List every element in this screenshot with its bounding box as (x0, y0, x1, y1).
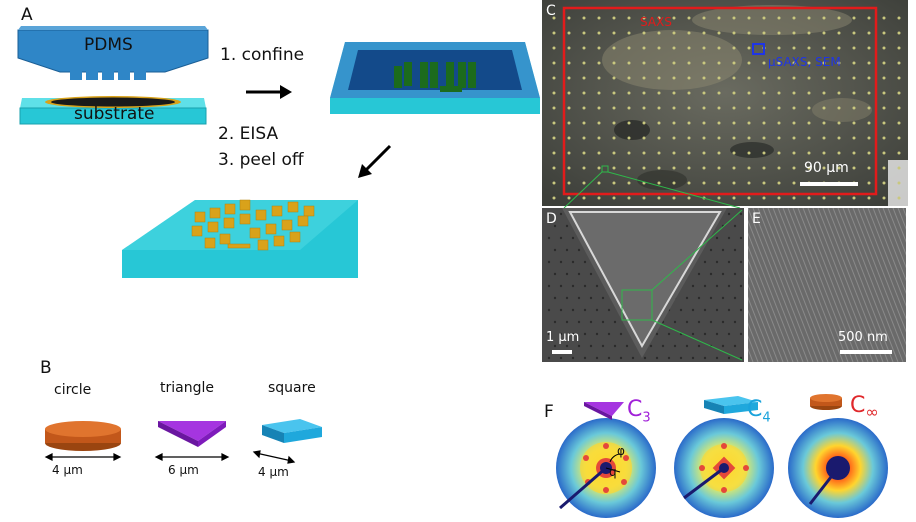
confine-arrow (246, 85, 292, 99)
panel-e-micrograph (748, 208, 906, 362)
panel-d-label: D (546, 211, 557, 227)
step-confine: 1. confine (220, 45, 305, 65)
panel-f-patterns (556, 394, 888, 518)
gold-pillars (191, 199, 315, 251)
square-dimension: 4 μm (258, 465, 289, 479)
symmetry-label-cinf: C∞ (850, 393, 879, 422)
scalebar-e (840, 350, 892, 354)
final-substrate (122, 200, 358, 278)
saxs-pattern-c4 (674, 418, 774, 518)
panel-c-micrograph (542, 0, 908, 206)
saxs-pattern-cinf (788, 418, 888, 518)
shape-circle-label: circle (54, 382, 92, 398)
scalebar-e-label: 500 nm (838, 330, 888, 345)
shape-triangle-label: triangle (160, 380, 214, 396)
triangle-icon-f (584, 402, 624, 420)
circle-shape (45, 421, 121, 451)
q-label: q (609, 465, 617, 479)
saxs-pattern-c3 (556, 418, 656, 518)
square-icon-f (704, 396, 758, 414)
pdms-label: PDMS (84, 35, 133, 55)
panel-e-texture (748, 208, 906, 362)
panel-c-label: C (546, 3, 556, 19)
panel-b-label: B (40, 358, 52, 378)
pdms-stamp (17, 26, 209, 80)
square-shape (262, 419, 322, 443)
step-eisa: 2. EISA (218, 124, 279, 144)
dimension-arrows (44, 450, 296, 464)
scalebar-d-label: 1 μm (546, 330, 580, 345)
panel-a-diagram (17, 26, 540, 278)
zoom-box-c (601, 165, 609, 173)
circle-dimension: 4 μm (52, 463, 83, 477)
saxs-area-box (562, 6, 878, 196)
circle-icon-f (810, 394, 842, 410)
symmetry-label-c4: C4 (747, 397, 771, 426)
scalebar-c-label: 90 μm (804, 160, 849, 176)
panel-f-label: F (544, 402, 554, 422)
panel-e-label: E (752, 211, 761, 227)
phi-label: φ (617, 444, 625, 458)
scalebar-d (552, 350, 572, 354)
symmetry-label-c3: C3 (627, 397, 651, 426)
scalebar-c (800, 182, 858, 186)
zoom-box-d (621, 289, 653, 321)
substrate-label: substrate (74, 104, 155, 124)
panel-d-micrograph (542, 208, 744, 362)
micro-pillar-dots (552, 16, 901, 200)
green-pillars (394, 62, 476, 92)
shape-square-label: square (268, 380, 316, 396)
zoom-connectors (563, 171, 741, 209)
step-peel-off: 3. peel off (218, 150, 304, 170)
usaxs-box (752, 43, 765, 55)
triangle-shape (158, 421, 226, 447)
usaxs-label: μSAXS, SEM (768, 55, 841, 69)
peel-arrow (358, 144, 392, 178)
triangle-dimension: 6 μm (168, 463, 199, 477)
substrate-block (19, 96, 207, 125)
panel-a-label: A (21, 5, 33, 25)
saxs-label: SAXS (640, 15, 672, 29)
panel-b-shapes (44, 419, 322, 464)
